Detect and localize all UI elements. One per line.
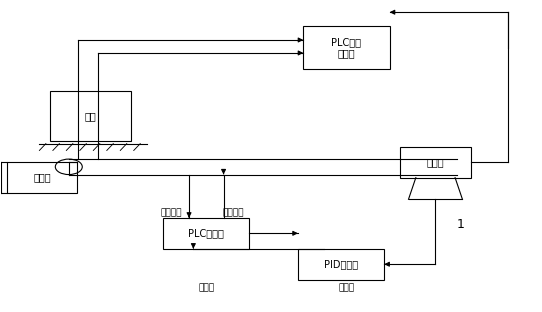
Bar — [401, 147, 470, 178]
Text: PLC控制器: PLC控制器 — [189, 228, 224, 238]
Bar — [7, 162, 77, 193]
Text: 控制量: 控制量 — [198, 284, 214, 293]
Text: PLC运动
控制器: PLC运动 控制器 — [332, 37, 362, 59]
Text: PID控制器: PID控制器 — [324, 259, 358, 269]
Text: 转速监测: 转速监测 — [160, 209, 182, 218]
Text: 测量值: 测量值 — [338, 284, 354, 293]
Text: 回料缸: 回料缸 — [33, 173, 50, 183]
Bar — [50, 91, 131, 140]
Text: 配药缸: 配药缸 — [427, 157, 444, 167]
Text: 药槽: 药槽 — [85, 111, 96, 121]
Text: 1: 1 — [457, 217, 465, 231]
Bar — [304, 26, 390, 69]
Bar — [298, 249, 384, 280]
Bar — [163, 218, 249, 249]
Text: 电机控制: 电机控制 — [223, 209, 244, 218]
